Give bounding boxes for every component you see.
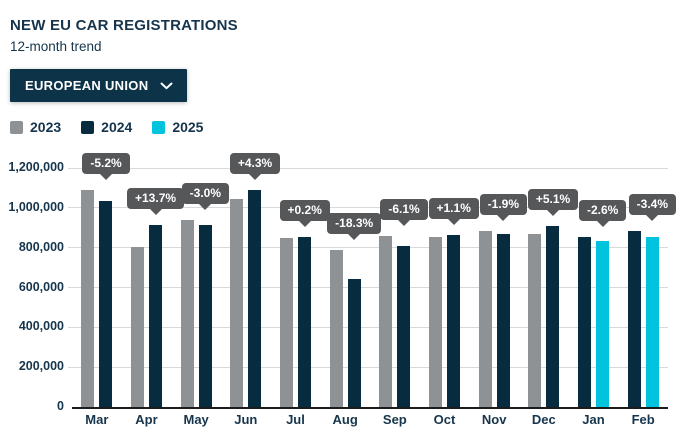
bar-feb-2025 (645, 236, 659, 407)
bar-mar-2024 (99, 201, 113, 407)
legend-label-2024: 2024 (101, 119, 133, 135)
bar-sep-2023 (379, 235, 393, 407)
tooltip-jan: -2.6% (579, 200, 627, 228)
bar-apr-2024 (149, 224, 162, 407)
y-axis-tick-1000000: 1,000,000 (8, 199, 64, 214)
y-axis-tick-800000: 800,000 (18, 239, 64, 254)
tooltip-pointer-oct (447, 218, 460, 225)
bar-nov-2024 (496, 233, 510, 407)
x-axis-label-sep: Sep (382, 412, 407, 427)
chevron-down-icon (160, 82, 173, 90)
bar-jan-2025 (596, 241, 609, 407)
x-axis-label-dec: Dec (531, 412, 556, 427)
chart-subtitle: 12-month trend (10, 39, 102, 54)
x-axis-label-jun: Jun (234, 412, 258, 427)
tooltip-pointer-sep (397, 219, 410, 226)
chart-legend: 2023 2024 2025 (10, 119, 203, 135)
bar-oct-2024 (447, 234, 460, 407)
legend-label-2025: 2025 (172, 119, 204, 135)
x-axis-label-oct: Oct (433, 412, 456, 427)
x-axis-line (72, 407, 668, 409)
tooltip-mar: -5.2% (82, 153, 130, 181)
tooltip-pointer-mar (99, 174, 112, 181)
bar-jun-2024 (248, 189, 262, 407)
bar-may-2023 (180, 219, 194, 407)
tooltip-pointer-feb (646, 214, 659, 221)
tooltip-nov: -1.9% (479, 193, 528, 221)
x-axis-label-may: May (183, 412, 209, 427)
x-axis-label-jan: Jan (582, 412, 605, 427)
tooltip-sep: -6.1% (380, 198, 428, 226)
bar-nov-2023 (478, 230, 492, 407)
bar-apr-2023 (131, 247, 144, 407)
y-axis-tick-1200000: 1,200,000 (8, 160, 64, 174)
legend-swatch-2025 (152, 120, 166, 134)
x-axis-label-nov: Nov (481, 412, 507, 427)
bar-aug-2023 (329, 250, 343, 407)
x-axis-label-mar: Mar (85, 412, 109, 427)
x-axis-label-apr: Apr (135, 412, 158, 427)
bar-mar-2023 (81, 190, 95, 407)
gridline-800000 (68, 247, 668, 249)
legend-item-2025[interactable]: 2025 (152, 119, 203, 135)
gridline-200000 (68, 366, 668, 368)
y-axis-tick-600000: 600,000 (18, 279, 64, 294)
bar-jan-2024 (578, 237, 591, 407)
legend-swatch-2024 (81, 120, 95, 134)
bar-aug-2024 (347, 278, 361, 407)
bar-sep-2024 (397, 245, 411, 407)
bar-jul-2023 (280, 237, 293, 407)
y-axis-tick-200000: 200,000 (18, 359, 64, 374)
tooltip-pointer-dec (546, 209, 559, 216)
gridline-400000 (68, 326, 668, 328)
tooltip-jun: +4.3% (229, 152, 281, 180)
legend-item-2023[interactable]: 2023 (10, 119, 61, 135)
tooltip-apr: +13.7% (127, 187, 185, 215)
tooltip-aug: -18.3% (327, 213, 382, 241)
bar-may-2024 (198, 225, 212, 407)
x-axis-label-aug: Aug (332, 412, 358, 427)
region-dropdown[interactable]: EUROPEAN UNION (10, 69, 188, 102)
bar-jul-2024 (298, 237, 311, 407)
tooltip-oct: +1.1% (428, 197, 479, 225)
tooltip-pointer-aug (348, 234, 361, 241)
tooltip-feb: -3.4% (628, 193, 677, 221)
bar-dec-2024 (546, 225, 560, 407)
y-axis-tick-0: 0 (57, 399, 64, 413)
x-axis-label-feb: Feb (631, 412, 655, 427)
tooltip-pointer-jun (248, 173, 261, 180)
tooltip-pointer-apr (149, 208, 162, 215)
gridline-1000000 (68, 207, 668, 209)
page-title: NEW EU CAR REGISTRATIONS (10, 17, 238, 35)
legend-swatch-2023 (10, 120, 23, 134)
tooltip-jul: +0.2% (279, 200, 330, 228)
tooltip-dec: +5.1% (527, 188, 579, 216)
tooltip-may: -3.0% (181, 182, 230, 210)
tooltip-pointer-jan (596, 221, 609, 228)
bar-feb-2024 (627, 230, 641, 407)
y-axis-tick-400000: 400,000 (18, 319, 64, 334)
gridline-1200000 (68, 167, 668, 169)
x-axis-label-jul: Jul (286, 412, 305, 427)
bar-oct-2023 (429, 236, 442, 407)
tooltip-pointer-nov (497, 214, 510, 221)
tooltip-pointer-may (199, 203, 212, 210)
legend-label-2023: 2023 (30, 119, 62, 135)
region-dropdown-label: EUROPEAN UNION (25, 78, 149, 93)
bar-jun-2023 (230, 198, 244, 407)
legend-item-2024[interactable]: 2024 (81, 119, 132, 135)
tooltip-pointer-jul (298, 221, 311, 228)
bar-dec-2023 (528, 234, 542, 407)
gridline-600000 (68, 287, 668, 288)
